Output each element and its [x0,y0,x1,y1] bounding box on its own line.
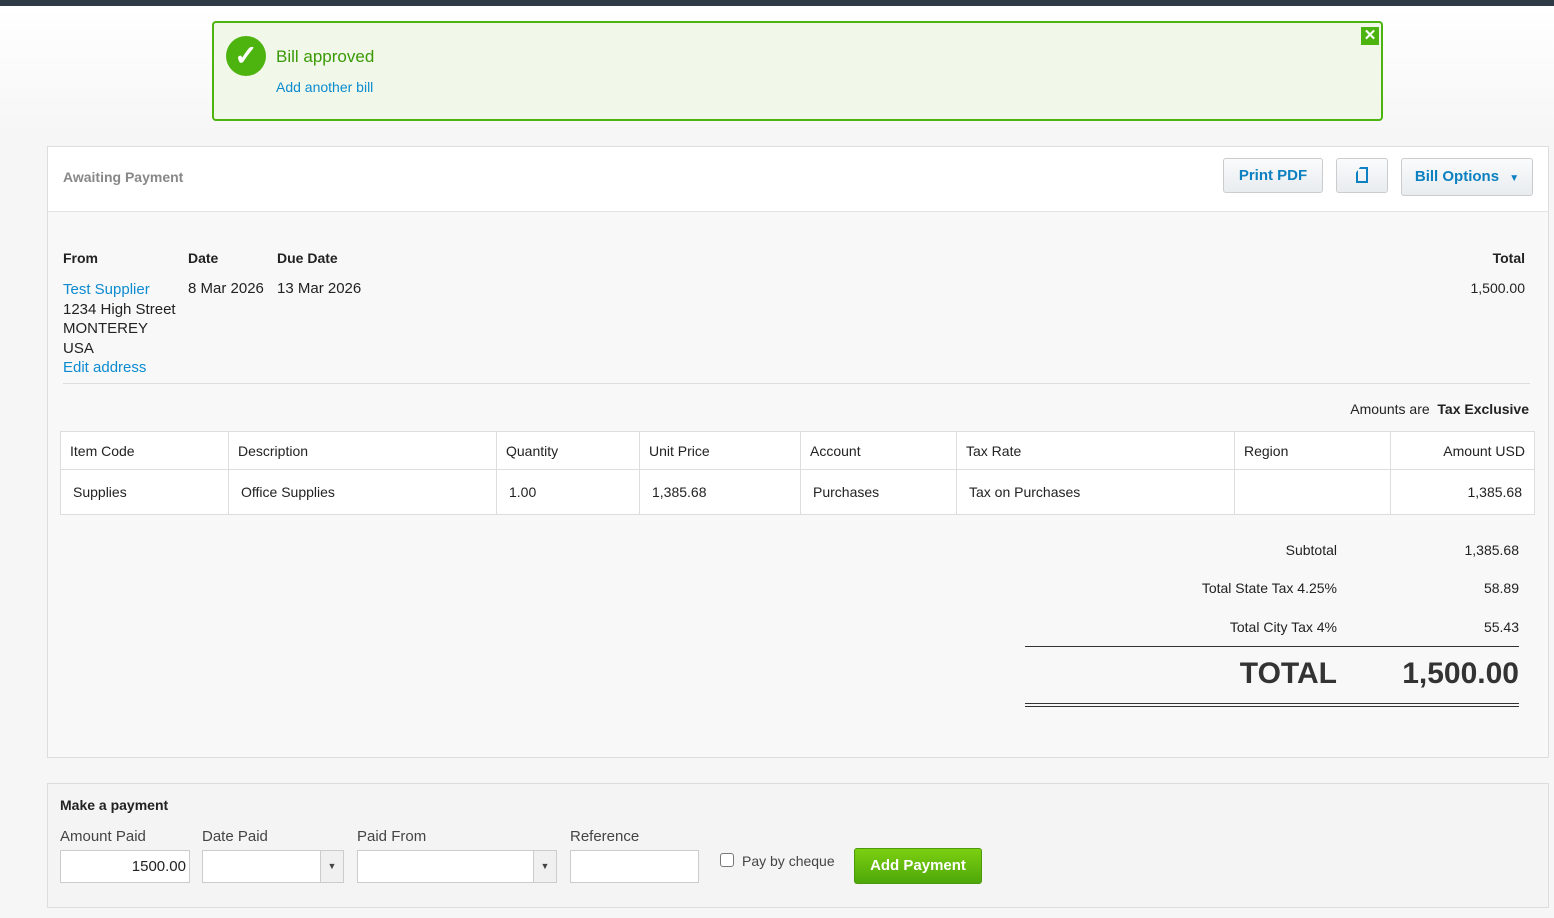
edit-address-link[interactable]: Edit address [63,359,147,376]
col-account: Account [800,431,957,470]
grand-total-value: 1,500.00 [1402,657,1519,690]
pay-by-cheque-checkbox[interactable] [720,853,734,867]
city-tax-label: Total City Tax 4% [1229,619,1337,635]
address-line: 1234 High Street [63,300,176,318]
col-unit-price: Unit Price [639,431,801,470]
from-label: From [63,250,98,266]
close-icon[interactable]: ✕ [1361,27,1379,45]
document-icon [1356,167,1368,183]
supplier-link[interactable]: Test Supplier [63,281,150,298]
paid-from-select[interactable]: ▼ [357,850,557,883]
col-description: Description [228,431,497,470]
print-pdf-button[interactable]: Print PDF [1223,158,1323,193]
bill-panel: Awaiting Payment Print PDF Bill Options … [47,146,1549,758]
subtotal-value: 1,385.68 [1464,542,1520,558]
check-circle-icon: ✓ [226,36,266,76]
tax-mode: Amounts are Tax Exclusive [1350,401,1529,417]
col-quantity: Quantity [496,431,640,470]
due-date-label: Due Date [277,250,338,266]
add-another-bill-link[interactable]: Add another bill [276,79,374,95]
bill-status: Awaiting Payment [63,169,184,185]
date-label: Date [188,250,219,266]
add-payment-button[interactable]: Add Payment [854,848,982,884]
bill-date: 8 Mar 2026 [188,280,264,297]
state-tax-value: 58.89 [1483,580,1519,596]
pay-by-cheque-label: Pay by cheque [742,853,835,869]
amount-paid-input[interactable]: 1500.00 [60,850,190,883]
bill-total: 1,500.00 [1470,280,1526,296]
col-item-code: Item Code [60,431,229,470]
payment-title: Make a payment [60,797,169,813]
success-alert: ✓ Bill approved Add another bill ✕ [212,21,1383,121]
dropdown-arrow-icon[interactable]: ▼ [320,851,343,882]
table-row[interactable]: Supplies Office Supplies 1.00 1,385.68 P… [60,469,1535,515]
date-paid-input[interactable]: ▼ [202,850,344,883]
dropdown-arrow-icon[interactable]: ▼ [533,851,556,882]
attach-file-button[interactable] [1336,158,1388,193]
line-items-table: Item Code Description Quantity Unit Pric… [60,431,1535,515]
paid-from-label: Paid From [357,828,427,845]
make-payment-panel: Make a payment Amount Paid Date Paid Pai… [47,783,1549,908]
address-line: MONTEREY [63,320,149,337]
bill-options-button[interactable]: Bill Options ▼ [1401,158,1533,196]
date-paid-label: Date Paid [202,828,268,845]
state-tax-label: Total State Tax 4.25% [1201,580,1337,596]
reference-input[interactable] [570,850,699,883]
col-region: Region [1234,431,1391,470]
caret-down-icon: ▼ [1509,173,1520,184]
amount-paid-label: Amount Paid [60,828,146,845]
reference-label: Reference [570,828,640,845]
col-tax-rate: Tax Rate [956,431,1235,470]
address-line: USA [63,339,94,357]
due-date: 13 Mar 2026 [277,280,362,297]
top-bar [0,0,1554,6]
grand-total-label: TOTAL [1239,657,1337,690]
col-amount: Amount USD [1390,431,1535,470]
total-label: Total [1492,250,1525,266]
city-tax-value: 55.43 [1483,619,1519,635]
alert-title: Bill approved [276,47,375,66]
subtotal-label: Subtotal [1285,542,1337,558]
